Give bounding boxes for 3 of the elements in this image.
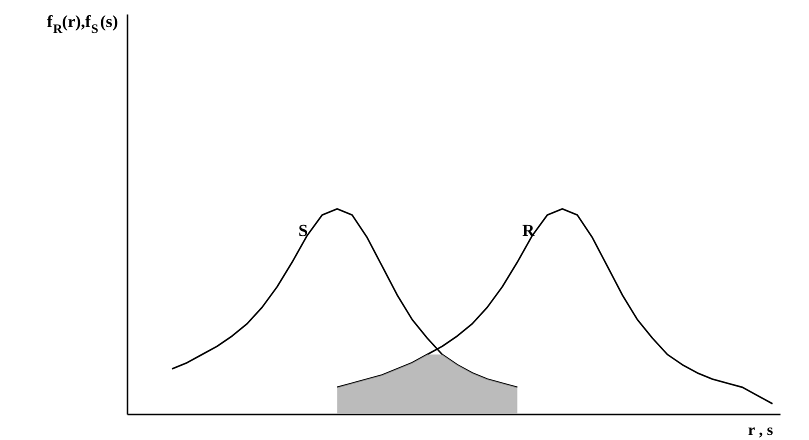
- series-label: R: [522, 220, 536, 240]
- x-axis-title: r , s: [748, 422, 774, 439]
- series-label: S: [298, 220, 308, 240]
